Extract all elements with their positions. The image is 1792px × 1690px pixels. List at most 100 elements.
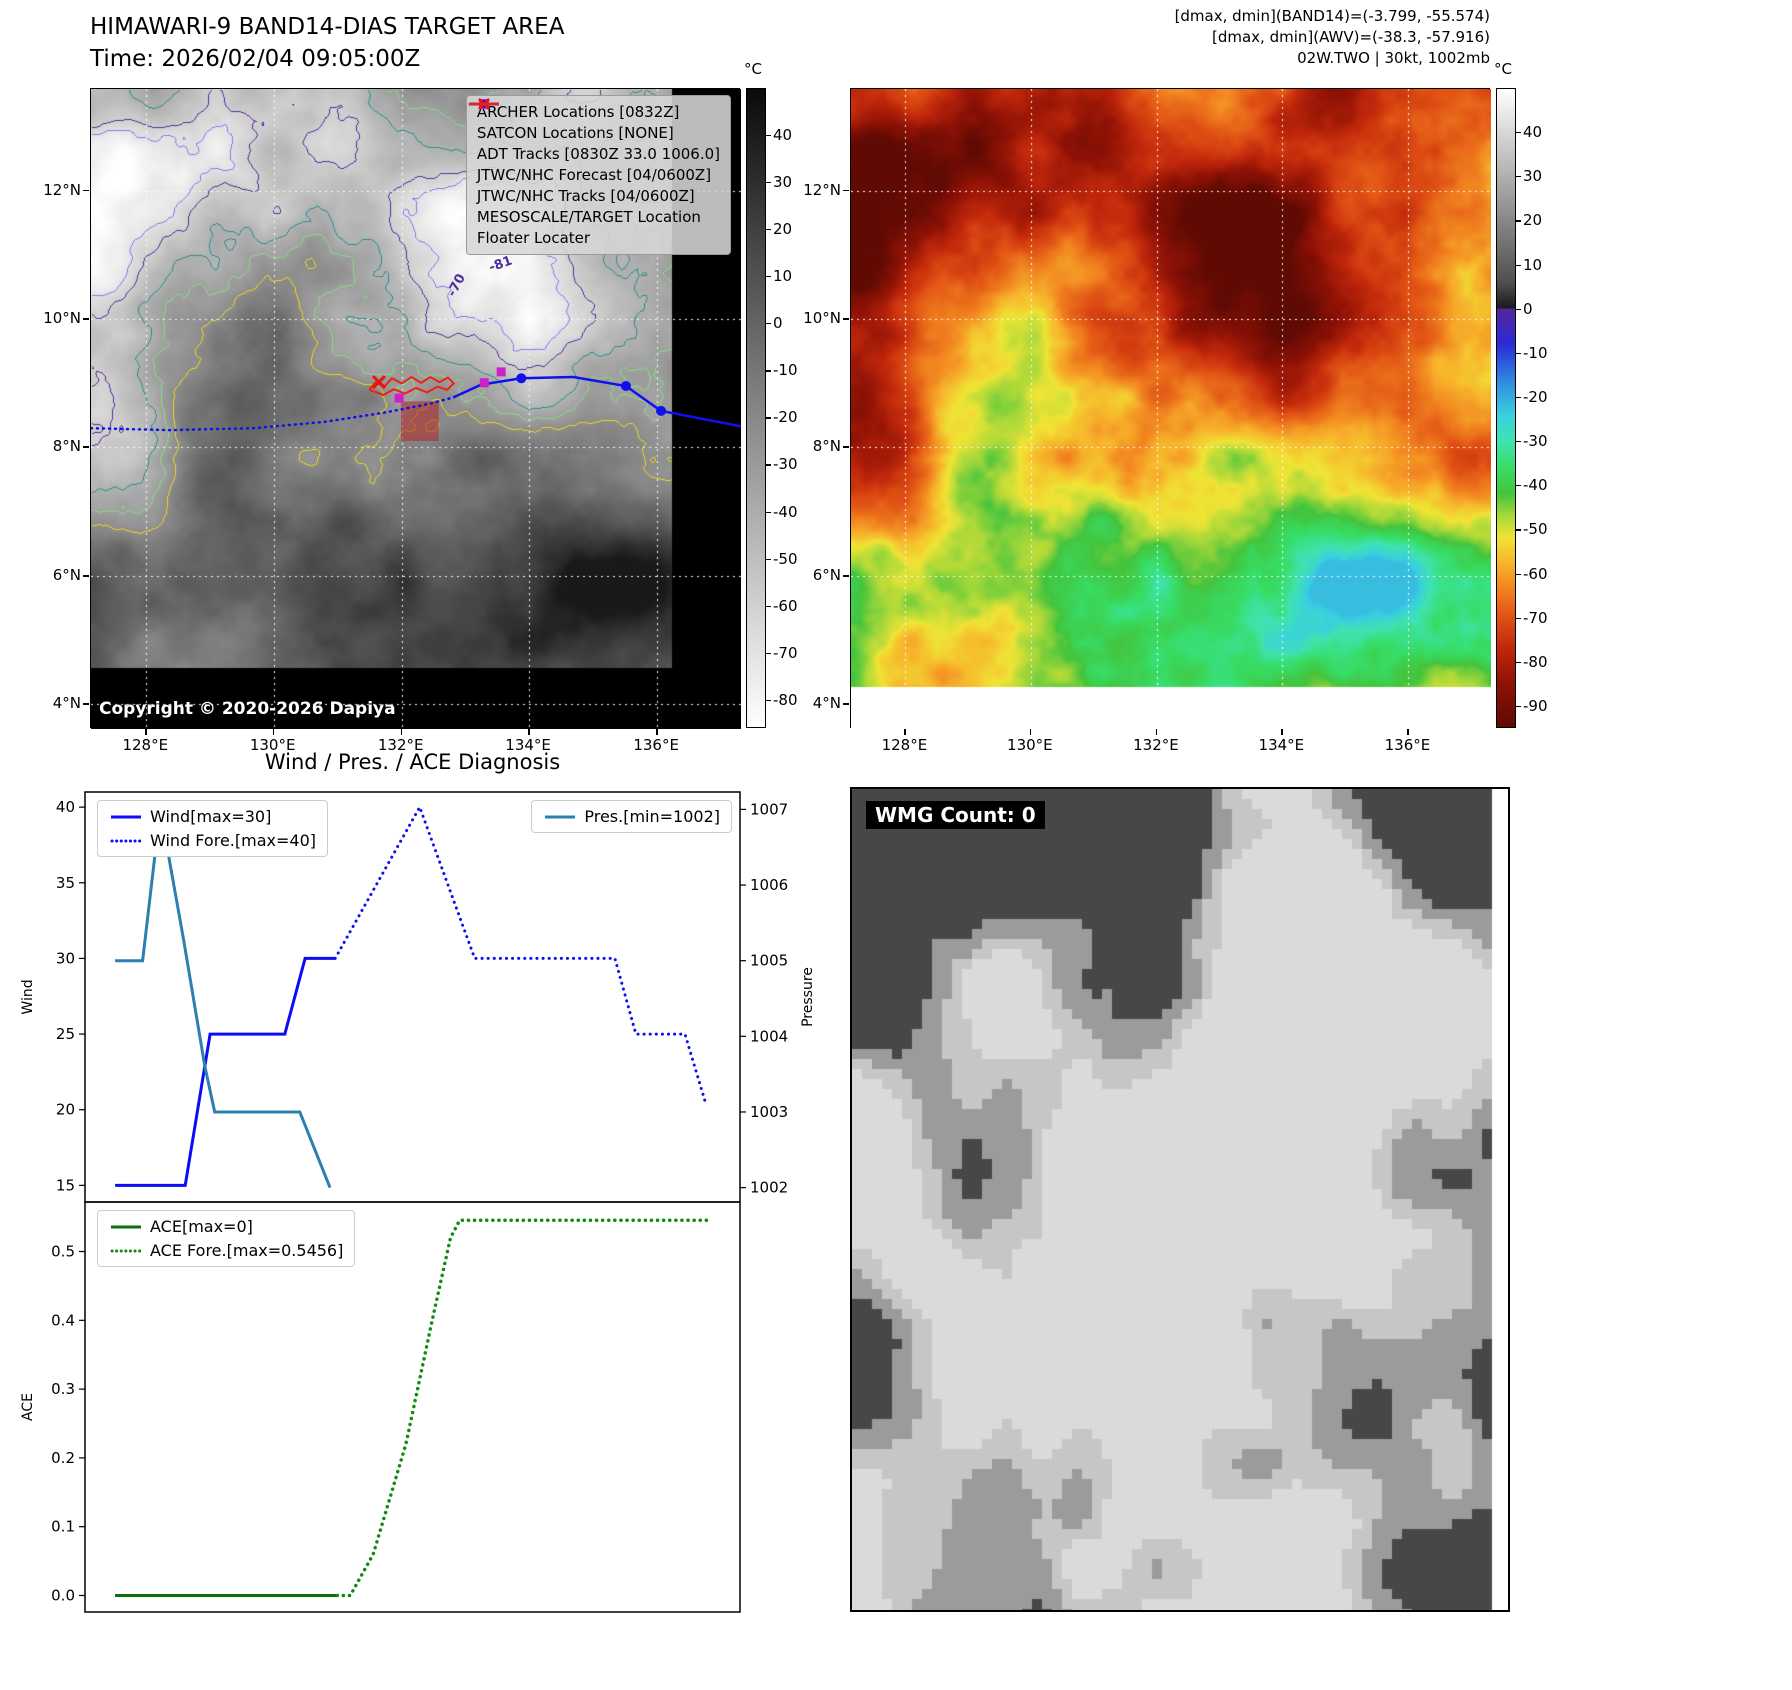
lat-tick-label: 8°N [812, 437, 841, 456]
colorbar-tick-label: -80 [1523, 652, 1548, 671]
legend-label: ACE Fore.[max=0.5456] [150, 1241, 344, 1260]
tick-mark [843, 318, 849, 320]
y-tick-label: 1005 [750, 952, 788, 970]
y-tick-label: 1003 [750, 1103, 788, 1121]
tick-mark [83, 446, 89, 448]
storm-id-intensity: 02W.TWO | 30kt, 1002mb [1297, 49, 1490, 67]
legend-item: ADT Tracks [0830Z 33.0 1006.0] [468, 102, 720, 163]
legend-item: ACE Fore.[max=0.5456] [109, 1241, 343, 1260]
archer-location-marker [479, 378, 489, 388]
tick-mark [766, 135, 771, 137]
tick-mark [843, 575, 849, 577]
band14-time: Time: 2026/02/04 09:05:00Z [90, 46, 421, 72]
lat-tick-label: 6°N [52, 566, 81, 585]
colorbar-tick-label: -90 [1523, 696, 1548, 715]
colorbar-tick-label: 10 [1523, 255, 1543, 274]
tick-mark [656, 729, 658, 735]
legend-item: SATCON Locations [NONE] [477, 98, 720, 142]
awv-header: [dmax, dmin](BAND14)=(-3.799, -55.574) [… [850, 6, 1490, 69]
lon-tick-label: 136°E [1384, 736, 1431, 754]
y-tick-label: 35 [56, 874, 75, 892]
lat-tick-label: 10°N [43, 309, 81, 328]
archer-location-marker [394, 393, 404, 403]
y-tick-label: 1004 [750, 1027, 788, 1045]
lon-tick-label: 132°E [377, 736, 424, 754]
lat-tick-label: 12°N [803, 180, 841, 199]
chart-title: Wind / Pres. / ACE Diagnosis [264, 750, 561, 774]
axis-label: Pressure [800, 967, 816, 1027]
line-marker-icon [468, 102, 499, 106]
awv-satellite-image [851, 89, 1491, 729]
colorbar-tick-label: -60 [1523, 564, 1548, 583]
tick-mark [766, 417, 771, 419]
legend-item: JTWC/NHC Tracks [04/0600Z] [468, 100, 720, 205]
tick-mark [272, 729, 275, 735]
colorbar-tick-label: 0 [773, 314, 783, 333]
dotted-marker-icon [110, 1249, 143, 1252]
legend-item: Wind[max=30] [109, 807, 316, 826]
tick-mark [843, 446, 849, 448]
tick-mark [766, 229, 771, 231]
y-tick-label: 20 [56, 1101, 75, 1119]
dmax-dmin-band14: [dmax, dmin](BAND14)=(-3.799, -55.574) [1174, 7, 1490, 25]
tick-mark [843, 703, 849, 705]
colorbar-tick-label: 40 [1523, 123, 1543, 142]
colorbar-tick-label: -40 [1523, 476, 1548, 495]
colorbar-tick-label: -50 [773, 549, 798, 568]
lon-tick-label: 130°E [249, 736, 296, 754]
tick-mark [1516, 529, 1521, 531]
lon-tick-label: 132°E [1133, 736, 1179, 754]
y-tick-label: 0.1 [51, 1518, 75, 1536]
tick-mark [766, 182, 771, 184]
wmg-panel: WMG Count: 0 [850, 787, 1510, 1612]
lat-tick-label: 4°N [812, 694, 841, 713]
mesoscale-target-x [371, 375, 387, 390]
colorbar-tick-label: 10 [773, 267, 793, 286]
tick-mark [1516, 396, 1521, 399]
tick-mark [528, 729, 530, 735]
lon-tick-label: 128°E [881, 736, 928, 754]
wmg-image [852, 789, 1508, 1610]
colorbar-tick-label: -40 [773, 502, 798, 521]
archer-location-marker [496, 367, 506, 377]
tick-mark [904, 729, 906, 735]
tick-mark [1516, 573, 1521, 575]
lat-tick-label: 10°N [803, 309, 841, 328]
tick-mark [83, 318, 89, 320]
colorbar-tick-label: -50 [1523, 520, 1548, 539]
tick-mark [766, 511, 771, 513]
track-point-marker [516, 373, 527, 384]
copyright-text: Copyright © 2020-2026 Dapiya [99, 699, 396, 719]
legend-label: ADT Tracks [0830Z 33.0 1006.0] [476, 145, 720, 163]
colorbar-tick-label: -60 [773, 596, 798, 615]
y-tick-label: 40 [56, 798, 75, 816]
band14-title: HIMAWARI-9 BAND14-DIAS TARGET AREA [90, 14, 565, 40]
series-ace-fore-max-0-5456- [335, 1218, 712, 1598]
y-tick-label: 30 [56, 949, 75, 967]
axis-label: Wind [20, 979, 36, 1014]
series-wind-fore-max-40- [333, 803, 707, 1104]
legend-label: JTWC/NHC Tracks [04/0600Z] [476, 187, 695, 205]
legend-label: JTWC/NHC Forecast [04/0600Z] [476, 166, 712, 184]
tick-mark [1516, 485, 1521, 487]
y-tick-label: 0.5 [51, 1243, 75, 1261]
track-point-marker [656, 405, 667, 416]
map-legend: ARCHER Locations [0832Z] SATCON Locations… [465, 95, 731, 255]
colorbar [1496, 88, 1516, 728]
lat-tick-label: 12°N [43, 180, 81, 199]
tick-mark [1516, 176, 1521, 178]
tick-mark [1516, 308, 1521, 310]
tick-mark [400, 729, 403, 735]
track-point-marker [620, 380, 631, 391]
legend-item: JTWC/NHC Forecast [04/0600Z] [468, 102, 720, 184]
tick-mark [1516, 352, 1521, 354]
tick-mark [1516, 132, 1521, 134]
chart-legend: Pres.[min=1002] [531, 800, 732, 833]
colorbar [746, 88, 766, 728]
legend-item: Wind Fore.[max=40] [109, 831, 316, 850]
awv-map-panel [850, 88, 1491, 729]
wmg-count-label: WMG Count: 0 [866, 801, 1045, 829]
colorbar-tick-label: -10 [773, 361, 798, 380]
legend-label: Floater Locater [476, 229, 591, 247]
colorbar-tick-label: 30 [1523, 167, 1543, 186]
